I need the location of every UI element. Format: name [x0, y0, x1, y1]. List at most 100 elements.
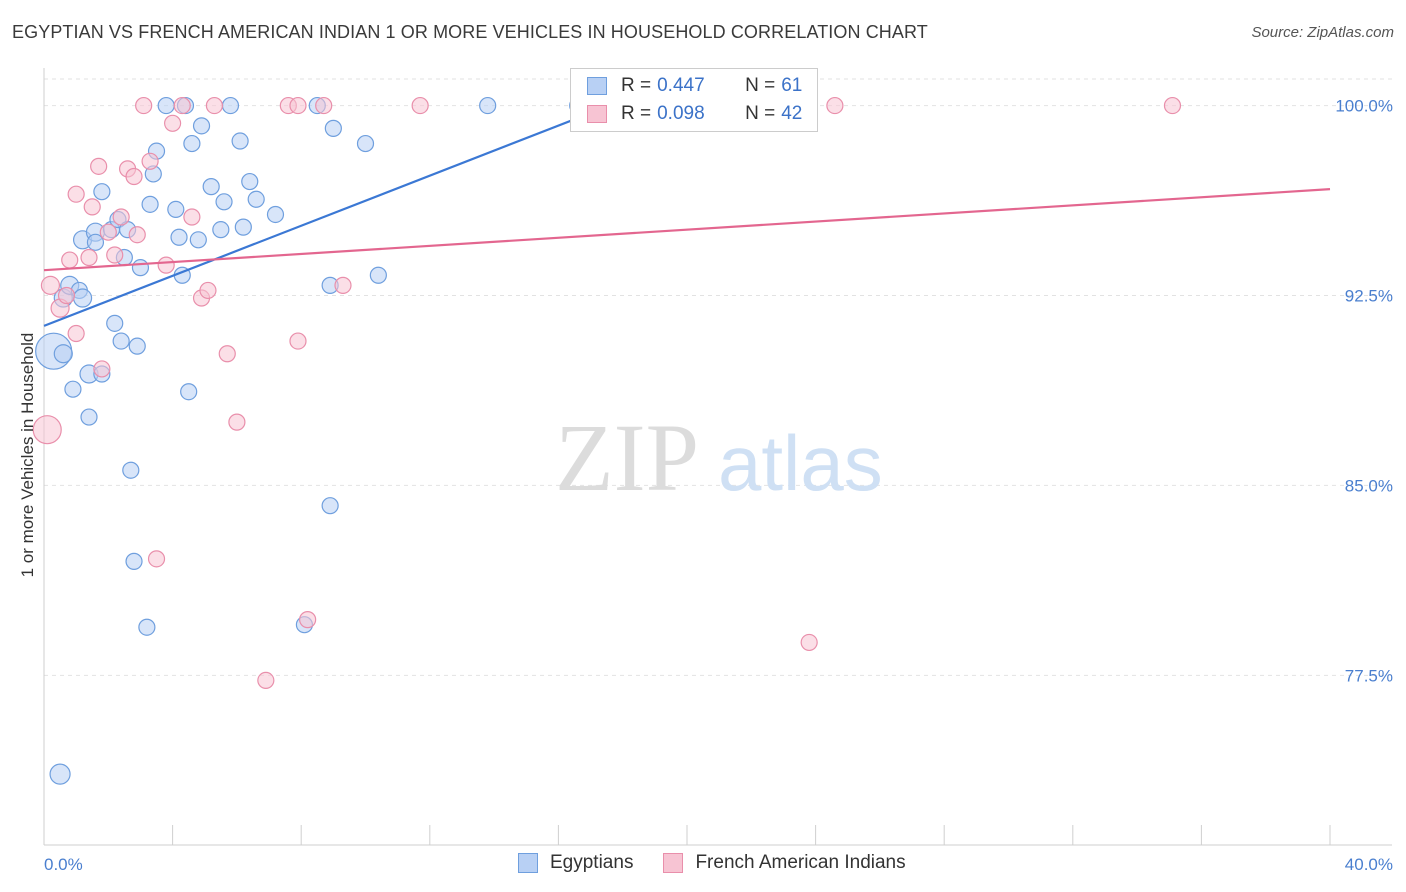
- data-points: [32, 96, 1182, 785]
- y-tick-label: 100.0%: [1335, 97, 1393, 116]
- point-french-american-indians: [257, 671, 275, 690]
- trend-line-french-american-indians: [43, 188, 1331, 272]
- legend-n-label: N =: [745, 103, 776, 124]
- x-tick-label: 0.0%: [44, 855, 83, 874]
- legend-n-label: N =: [745, 75, 776, 96]
- legend-r-value: 0.447: [657, 75, 705, 96]
- point-french-american-indians: [128, 226, 146, 244]
- point-french-american-indians: [67, 185, 85, 203]
- point-egyptians: [53, 344, 73, 364]
- point-french-american-indians: [157, 256, 175, 274]
- legend-row-egyptians: R = 0.447 N = 61: [587, 74, 802, 98]
- y-tick-label: 77.5%: [1345, 666, 1393, 685]
- chart-title: EGYPTIAN VS FRENCH AMERICAN INDIAN 1 OR …: [12, 22, 928, 42]
- point-french-american-indians: [411, 96, 429, 115]
- point-egyptians: [138, 618, 156, 636]
- point-french-american-indians: [67, 324, 85, 343]
- bottom-legend-item-egyptians: Egyptians: [518, 852, 633, 874]
- point-egyptians: [212, 221, 230, 239]
- point-french-american-indians: [183, 208, 201, 226]
- point-french-american-indians: [147, 550, 166, 568]
- legend-row-french-american-indians: R = 0.098 N = 42: [587, 102, 802, 126]
- point-french-american-indians: [289, 332, 307, 350]
- point-french-american-indians: [228, 413, 246, 431]
- point-french-american-indians: [99, 223, 117, 241]
- point-egyptians: [131, 259, 150, 277]
- y-axis-label: 1 or more Vehicles in Household: [18, 333, 37, 578]
- watermark-atlas: atlas: [718, 419, 883, 507]
- legend-swatch-french-american-indians: [587, 105, 607, 123]
- trend-lines: [43, 104, 1331, 327]
- x-tick-label: 40.0%: [1345, 855, 1393, 874]
- point-french-american-indians: [32, 415, 62, 445]
- bottom-legend-label-egyptians: Egyptians: [550, 852, 634, 873]
- bottom-legend-swatch-egyptians: [518, 853, 538, 873]
- point-egyptians: [86, 233, 105, 251]
- point-french-american-indians: [289, 96, 307, 115]
- point-egyptians: [180, 383, 198, 401]
- axes: [43, 68, 1392, 846]
- point-french-american-indians: [93, 360, 111, 378]
- point-egyptians: [112, 332, 130, 350]
- legend-n-value: 61: [781, 75, 803, 96]
- point-egyptians: [215, 193, 233, 211]
- point-egyptians: [321, 497, 339, 515]
- point-egyptians: [93, 183, 111, 201]
- point-french-american-indians: [125, 167, 143, 186]
- legend: R = 0.447 N = 61 R = 0.098 N = 42: [570, 68, 818, 132]
- gridlines: [44, 78, 1392, 676]
- point-egyptians: [234, 218, 252, 236]
- point-egyptians: [80, 408, 98, 426]
- point-egyptians: [122, 461, 140, 479]
- point-egyptians: [369, 266, 387, 284]
- point-french-american-indians: [299, 611, 317, 629]
- point-egyptians: [170, 228, 188, 246]
- point-egyptians: [221, 96, 240, 115]
- point-french-american-indians: [199, 281, 217, 300]
- watermark: ZIP atlas: [555, 404, 883, 511]
- point-french-american-indians: [205, 96, 223, 115]
- point-french-american-indians: [141, 152, 159, 170]
- point-french-american-indians: [40, 275, 61, 295]
- point-egyptians: [247, 190, 265, 208]
- point-egyptians: [324, 119, 342, 137]
- point-french-american-indians: [800, 633, 818, 652]
- point-egyptians: [167, 200, 185, 219]
- point-french-american-indians: [218, 345, 236, 363]
- point-egyptians: [106, 314, 124, 332]
- point-egyptians: [189, 231, 207, 249]
- point-french-american-indians: [135, 96, 153, 115]
- point-egyptians: [479, 96, 497, 115]
- point-french-american-indians: [61, 251, 79, 269]
- point-egyptians: [49, 763, 71, 785]
- point-french-american-indians: [315, 96, 333, 115]
- point-french-american-indians: [173, 96, 191, 115]
- bottom-legend-label-french-american-indians: French American Indians: [695, 852, 906, 873]
- point-egyptians: [64, 380, 82, 398]
- point-french-american-indians: [80, 248, 98, 267]
- point-french-american-indians: [106, 246, 124, 264]
- bottom-legend-swatch-french-american-indians: [663, 853, 684, 873]
- point-french-american-indians: [90, 157, 108, 175]
- y-tick-label: 92.5%: [1345, 287, 1393, 306]
- watermark-zip: ZIP: [555, 404, 699, 511]
- trend-line-egyptians: [43, 104, 611, 327]
- point-egyptians: [356, 134, 375, 153]
- point-french-american-indians: [334, 276, 352, 294]
- point-egyptians: [241, 172, 259, 191]
- axis-labels: 100.0% 92.5% 85.0% 77.5% 0.0% 40.0% 1 or more …: [18, 97, 1393, 874]
- bottom-legend: Egyptians French American Indians: [518, 852, 936, 874]
- point-egyptians: [183, 134, 201, 153]
- y-tick-label: 85.0%: [1345, 476, 1393, 495]
- legend-n-value: 42: [781, 103, 803, 124]
- point-french-american-indians: [1163, 96, 1182, 115]
- point-egyptians: [202, 178, 220, 196]
- point-french-american-indians: [112, 208, 130, 226]
- legend-r-label: R =: [621, 75, 652, 96]
- bottom-legend-item-french-american-indians: French American Indians: [663, 852, 906, 874]
- point-egyptians: [157, 96, 175, 115]
- legend-swatch-egyptians: [587, 77, 607, 95]
- point-egyptians: [125, 552, 143, 570]
- point-egyptians: [72, 288, 93, 308]
